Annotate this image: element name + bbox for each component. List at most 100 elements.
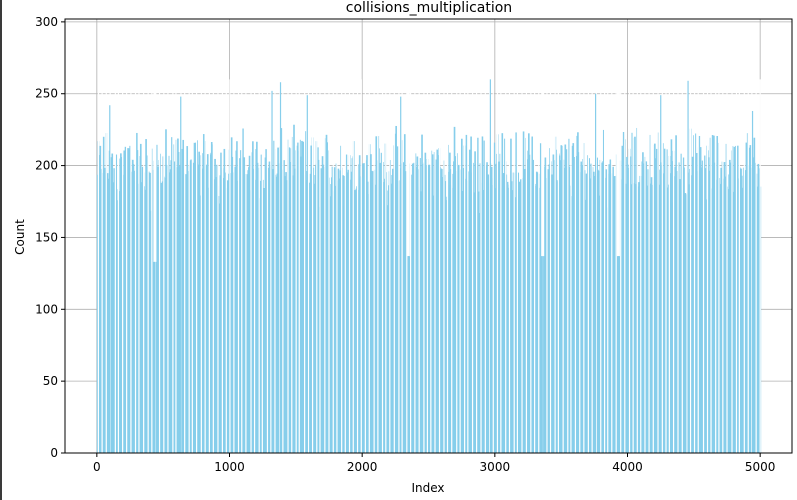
bar-gap <box>480 79 482 454</box>
bar-gap <box>697 79 699 454</box>
bar-gap <box>282 79 284 454</box>
bar-gap <box>735 79 738 454</box>
bar-gap <box>747 79 749 454</box>
bar-gap <box>373 79 375 454</box>
bar-gap <box>600 79 602 454</box>
bar-gap <box>114 79 116 454</box>
bar-gap <box>500 79 502 454</box>
bar-gap <box>554 79 556 454</box>
bar-gap <box>689 79 692 454</box>
bar-gap <box>438 79 441 454</box>
bar-gap <box>434 79 436 454</box>
bar-gap <box>738 79 740 454</box>
bar-peak <box>751 110 754 453</box>
bar-gap <box>319 79 321 454</box>
bar-gap <box>706 79 709 454</box>
bar-peak <box>594 93 597 453</box>
bar-gap <box>393 79 395 454</box>
bar-gap <box>377 79 379 454</box>
bar-dip <box>617 256 620 453</box>
y-tick-label: 300 <box>35 15 58 29</box>
bar-gap <box>233 79 235 454</box>
bar-gap <box>143 79 145 454</box>
bar-gap <box>298 79 300 454</box>
bar-gap <box>467 79 469 454</box>
bar-gap <box>229 79 231 454</box>
bar-gap <box>258 79 260 454</box>
bar-gap <box>188 79 190 454</box>
bar-gap <box>446 79 449 454</box>
bar-gap <box>459 79 461 454</box>
bar-gap <box>549 79 552 454</box>
bar-gap <box>657 79 659 454</box>
bar-gap <box>221 79 223 454</box>
x-tick-label: 4000 <box>612 460 643 474</box>
bar-gap <box>101 79 103 454</box>
bar-gap <box>681 79 683 454</box>
bar-gap <box>759 79 761 454</box>
bar-gap <box>134 79 137 454</box>
bar-gap <box>591 79 593 454</box>
bar-gap <box>348 79 351 454</box>
bar-gap <box>410 79 412 454</box>
bar-gap <box>489 79 491 454</box>
bar-gap <box>538 79 540 454</box>
bar-gap <box>693 79 696 454</box>
bar-gap <box>364 79 366 454</box>
bar-gap <box>534 79 536 454</box>
bar-gap <box>360 79 362 454</box>
bar-dip <box>542 256 544 453</box>
bar-gap <box>212 79 214 454</box>
bar-peak <box>271 90 273 453</box>
bar-gap <box>381 79 384 454</box>
bar-gap <box>464 79 466 454</box>
bar-gap <box>352 79 354 454</box>
bar-gap <box>266 79 269 454</box>
bar-gap <box>471 79 474 454</box>
y-tick-label: 150 <box>35 230 58 244</box>
bar-gap <box>644 79 646 454</box>
bar-gap <box>456 79 458 454</box>
bar-gap <box>200 79 202 454</box>
bar-gap <box>253 79 256 454</box>
bar-gap <box>336 79 338 454</box>
bar-gap <box>513 79 515 454</box>
bar-gap <box>344 79 346 454</box>
bar-gap <box>492 79 494 454</box>
bar-gap <box>167 79 169 454</box>
bar-gap <box>414 79 416 454</box>
bar-dip-gap <box>406 79 410 257</box>
bar-gap <box>715 79 717 454</box>
bar-gap <box>426 79 429 454</box>
bar-gap <box>595 79 597 454</box>
bar-gap <box>628 79 631 454</box>
bar-peak <box>279 82 282 454</box>
bar-gap <box>484 79 486 454</box>
y-tick-label: 0 <box>50 446 58 460</box>
bar-gap <box>304 79 306 454</box>
bar-gap <box>126 79 128 454</box>
bar-gap <box>287 79 289 454</box>
y-axis-label: Count <box>13 219 27 255</box>
bar-gap <box>196 79 198 454</box>
bar-gap <box>151 79 153 454</box>
bar-gap <box>603 79 606 454</box>
x-tick-label: 3000 <box>480 460 511 474</box>
bar-gap <box>722 79 724 454</box>
bar-gap <box>718 79 720 454</box>
bar-gap <box>611 79 613 454</box>
bar-gap <box>130 79 132 454</box>
bar-gap <box>418 79 420 454</box>
bar-gap <box>241 79 243 454</box>
bar-peak <box>660 95 662 454</box>
bar-gap <box>562 79 564 454</box>
bar-gap <box>686 79 688 454</box>
bar-dip <box>407 256 410 453</box>
bar-dip-gap <box>541 79 545 257</box>
bar-gap <box>615 79 617 454</box>
bar-gap <box>751 79 753 454</box>
bar-gap <box>640 79 642 454</box>
bar-gap <box>423 79 425 454</box>
